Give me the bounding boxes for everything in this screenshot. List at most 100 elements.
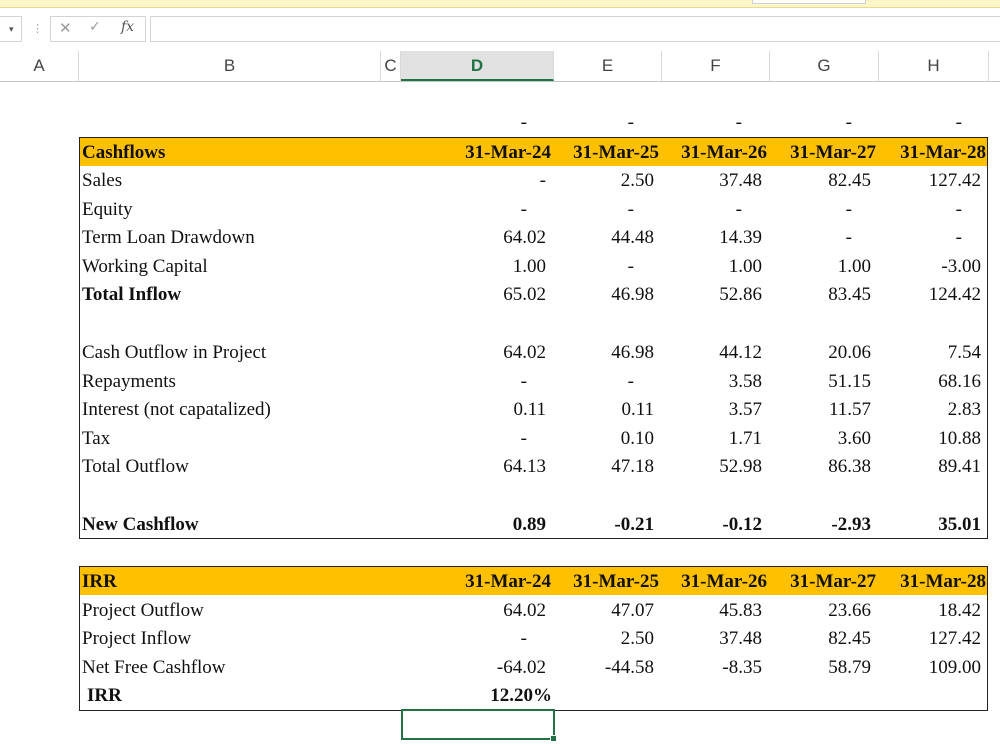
value-cell[interactable]: -3.00 xyxy=(941,256,981,277)
value-cell[interactable]: 58.79 xyxy=(828,657,871,678)
value-cell[interactable]: 18.42 xyxy=(938,600,981,621)
value-cell[interactable]: 2.50 xyxy=(620,170,654,191)
cashflows-title[interactable]: Cashflows xyxy=(82,142,166,163)
date-header[interactable]: 31-Mar-24 xyxy=(465,142,551,163)
value-cell[interactable]: 52.98 xyxy=(719,456,762,477)
value-cell[interactable]: 3.60 xyxy=(837,428,871,449)
value-cell[interactable]: 127.42 xyxy=(928,628,981,649)
date-header[interactable]: 31-Mar-26 xyxy=(681,142,767,163)
value-cell[interactable]: 1.71 xyxy=(728,428,762,449)
date-header[interactable]: 31-Mar-27 xyxy=(790,571,876,592)
date-header[interactable]: 31-Mar-25 xyxy=(573,571,659,592)
value-cell[interactable]: - xyxy=(520,628,527,649)
row-label-tax[interactable]: Tax xyxy=(82,428,111,449)
value-cell[interactable]: 10.88 xyxy=(938,428,981,449)
insert-function-icon[interactable]: fx xyxy=(121,19,135,35)
value-cell[interactable]: 20.06 xyxy=(828,342,871,363)
value-cell[interactable]: 2.50 xyxy=(620,628,654,649)
value-cell[interactable]: 0.10 xyxy=(620,428,654,449)
value-cell[interactable]: 65.02 xyxy=(503,284,546,305)
column-header-c[interactable]: C xyxy=(381,51,401,81)
date-header[interactable]: 31-Mar-28 xyxy=(900,142,986,163)
row-label-total-inflow[interactable]: Total Inflow xyxy=(82,284,182,305)
value-cell[interactable]: 86.38 xyxy=(828,456,871,477)
value-cell[interactable]: 3.58 xyxy=(728,371,762,392)
value-cell[interactable]: 37.48 xyxy=(719,170,762,191)
value-cell[interactable]: 64.02 xyxy=(503,227,546,248)
value-cell[interactable]: - xyxy=(955,227,962,248)
irr-title[interactable]: IRR xyxy=(82,571,117,592)
value-cell[interactable]: 46.98 xyxy=(611,284,654,305)
cancel-icon[interactable]: ✕ xyxy=(59,19,72,37)
value-cell[interactable]: 51.15 xyxy=(828,371,871,392)
value-cell[interactable]: - xyxy=(520,199,527,220)
row-label-project-outflow[interactable]: Project Outflow xyxy=(82,600,204,621)
row-label-interest[interactable]: Interest (not capatalized) xyxy=(82,399,271,420)
value-cell[interactable]: 3.57 xyxy=(728,399,762,420)
value-cell[interactable]: 35.01 xyxy=(938,514,981,535)
column-header-f[interactable]: F xyxy=(662,51,770,81)
dash-cell[interactable]: - xyxy=(627,112,634,133)
dash-cell[interactable]: - xyxy=(520,112,527,133)
column-header-g[interactable]: G xyxy=(770,51,879,81)
row-label-equity[interactable]: Equity xyxy=(82,199,133,220)
formula-input[interactable] xyxy=(150,16,1000,42)
row-label-working-capital[interactable]: Working Capital xyxy=(82,256,208,277)
value-cell[interactable]: - xyxy=(845,227,852,248)
drag-handle-icon[interactable]: ⋮ xyxy=(32,22,43,35)
value-cell[interactable]: 47.07 xyxy=(611,600,654,621)
value-cell[interactable]: 0.11 xyxy=(513,399,546,420)
value-cell[interactable]: 37.48 xyxy=(719,628,762,649)
chevron-down-icon[interactable]: ▾ xyxy=(9,25,14,35)
row-label-term-loan[interactable]: Term Loan Drawdown xyxy=(82,227,255,248)
value-cell[interactable]: 44.48 xyxy=(611,227,654,248)
value-cell[interactable]: 52.86 xyxy=(719,284,762,305)
date-header[interactable]: 31-Mar-25 xyxy=(573,142,659,163)
irr-result-value[interactable]: 12.20% xyxy=(490,685,552,706)
value-cell[interactable]: 1.00 xyxy=(728,256,762,277)
value-cell[interactable]: 83.45 xyxy=(828,284,871,305)
value-cell[interactable]: 45.83 xyxy=(719,600,762,621)
value-cell[interactable]: 44.12 xyxy=(719,342,762,363)
date-header[interactable]: 31-Mar-27 xyxy=(790,142,876,163)
value-cell[interactable]: 64.13 xyxy=(503,456,546,477)
row-label-new-cashflow[interactable]: New Cashflow xyxy=(82,514,199,535)
fill-handle[interactable] xyxy=(550,735,557,742)
column-header-b[interactable]: B xyxy=(79,51,381,81)
value-cell[interactable]: 0.11 xyxy=(621,399,654,420)
value-cell[interactable]: - xyxy=(520,428,527,449)
value-cell[interactable]: 7.54 xyxy=(947,342,981,363)
date-header[interactable]: 31-Mar-26 xyxy=(681,571,767,592)
value-cell[interactable]: - xyxy=(955,199,962,220)
value-cell[interactable]: 47.18 xyxy=(611,456,654,477)
row-label-cash-outflow[interactable]: Cash Outflow in Project xyxy=(82,342,267,363)
column-header-d[interactable]: D xyxy=(401,51,554,81)
column-header-h[interactable]: H xyxy=(879,51,989,81)
value-cell[interactable]: - xyxy=(627,199,634,220)
value-cell[interactable]: 124.42 xyxy=(928,284,981,305)
column-header-a[interactable]: A xyxy=(0,51,79,81)
value-cell[interactable]: 23.66 xyxy=(828,600,871,621)
value-cell[interactable]: 68.16 xyxy=(938,371,981,392)
value-cell[interactable]: -8.35 xyxy=(722,657,762,678)
enter-icon[interactable]: ✓ xyxy=(89,19,101,35)
row-label-project-inflow[interactable]: Project Inflow xyxy=(82,628,192,649)
dash-cell[interactable]: - xyxy=(735,112,742,133)
value-cell[interactable]: 14.39 xyxy=(719,227,762,248)
row-label-sales[interactable]: Sales xyxy=(82,170,123,191)
value-cell[interactable]: - xyxy=(627,256,634,277)
value-cell[interactable]: 82.45 xyxy=(828,628,871,649)
value-cell[interactable]: - xyxy=(539,170,546,191)
dash-cell[interactable]: - xyxy=(845,112,852,133)
date-header[interactable]: 31-Mar-24 xyxy=(465,571,551,592)
value-cell[interactable]: 89.41 xyxy=(938,456,981,477)
column-header-e[interactable]: E xyxy=(554,51,662,81)
value-cell[interactable]: - xyxy=(845,199,852,220)
value-cell[interactable]: 82.45 xyxy=(828,170,871,191)
value-cell[interactable]: 2.83 xyxy=(947,399,981,420)
value-cell[interactable]: - xyxy=(520,371,527,392)
value-cell[interactable]: 0.89 xyxy=(512,514,546,535)
value-cell[interactable]: 109.00 xyxy=(928,657,981,678)
irr-result-label[interactable]: IRR xyxy=(87,685,122,706)
value-cell[interactable]: 46.98 xyxy=(611,342,654,363)
